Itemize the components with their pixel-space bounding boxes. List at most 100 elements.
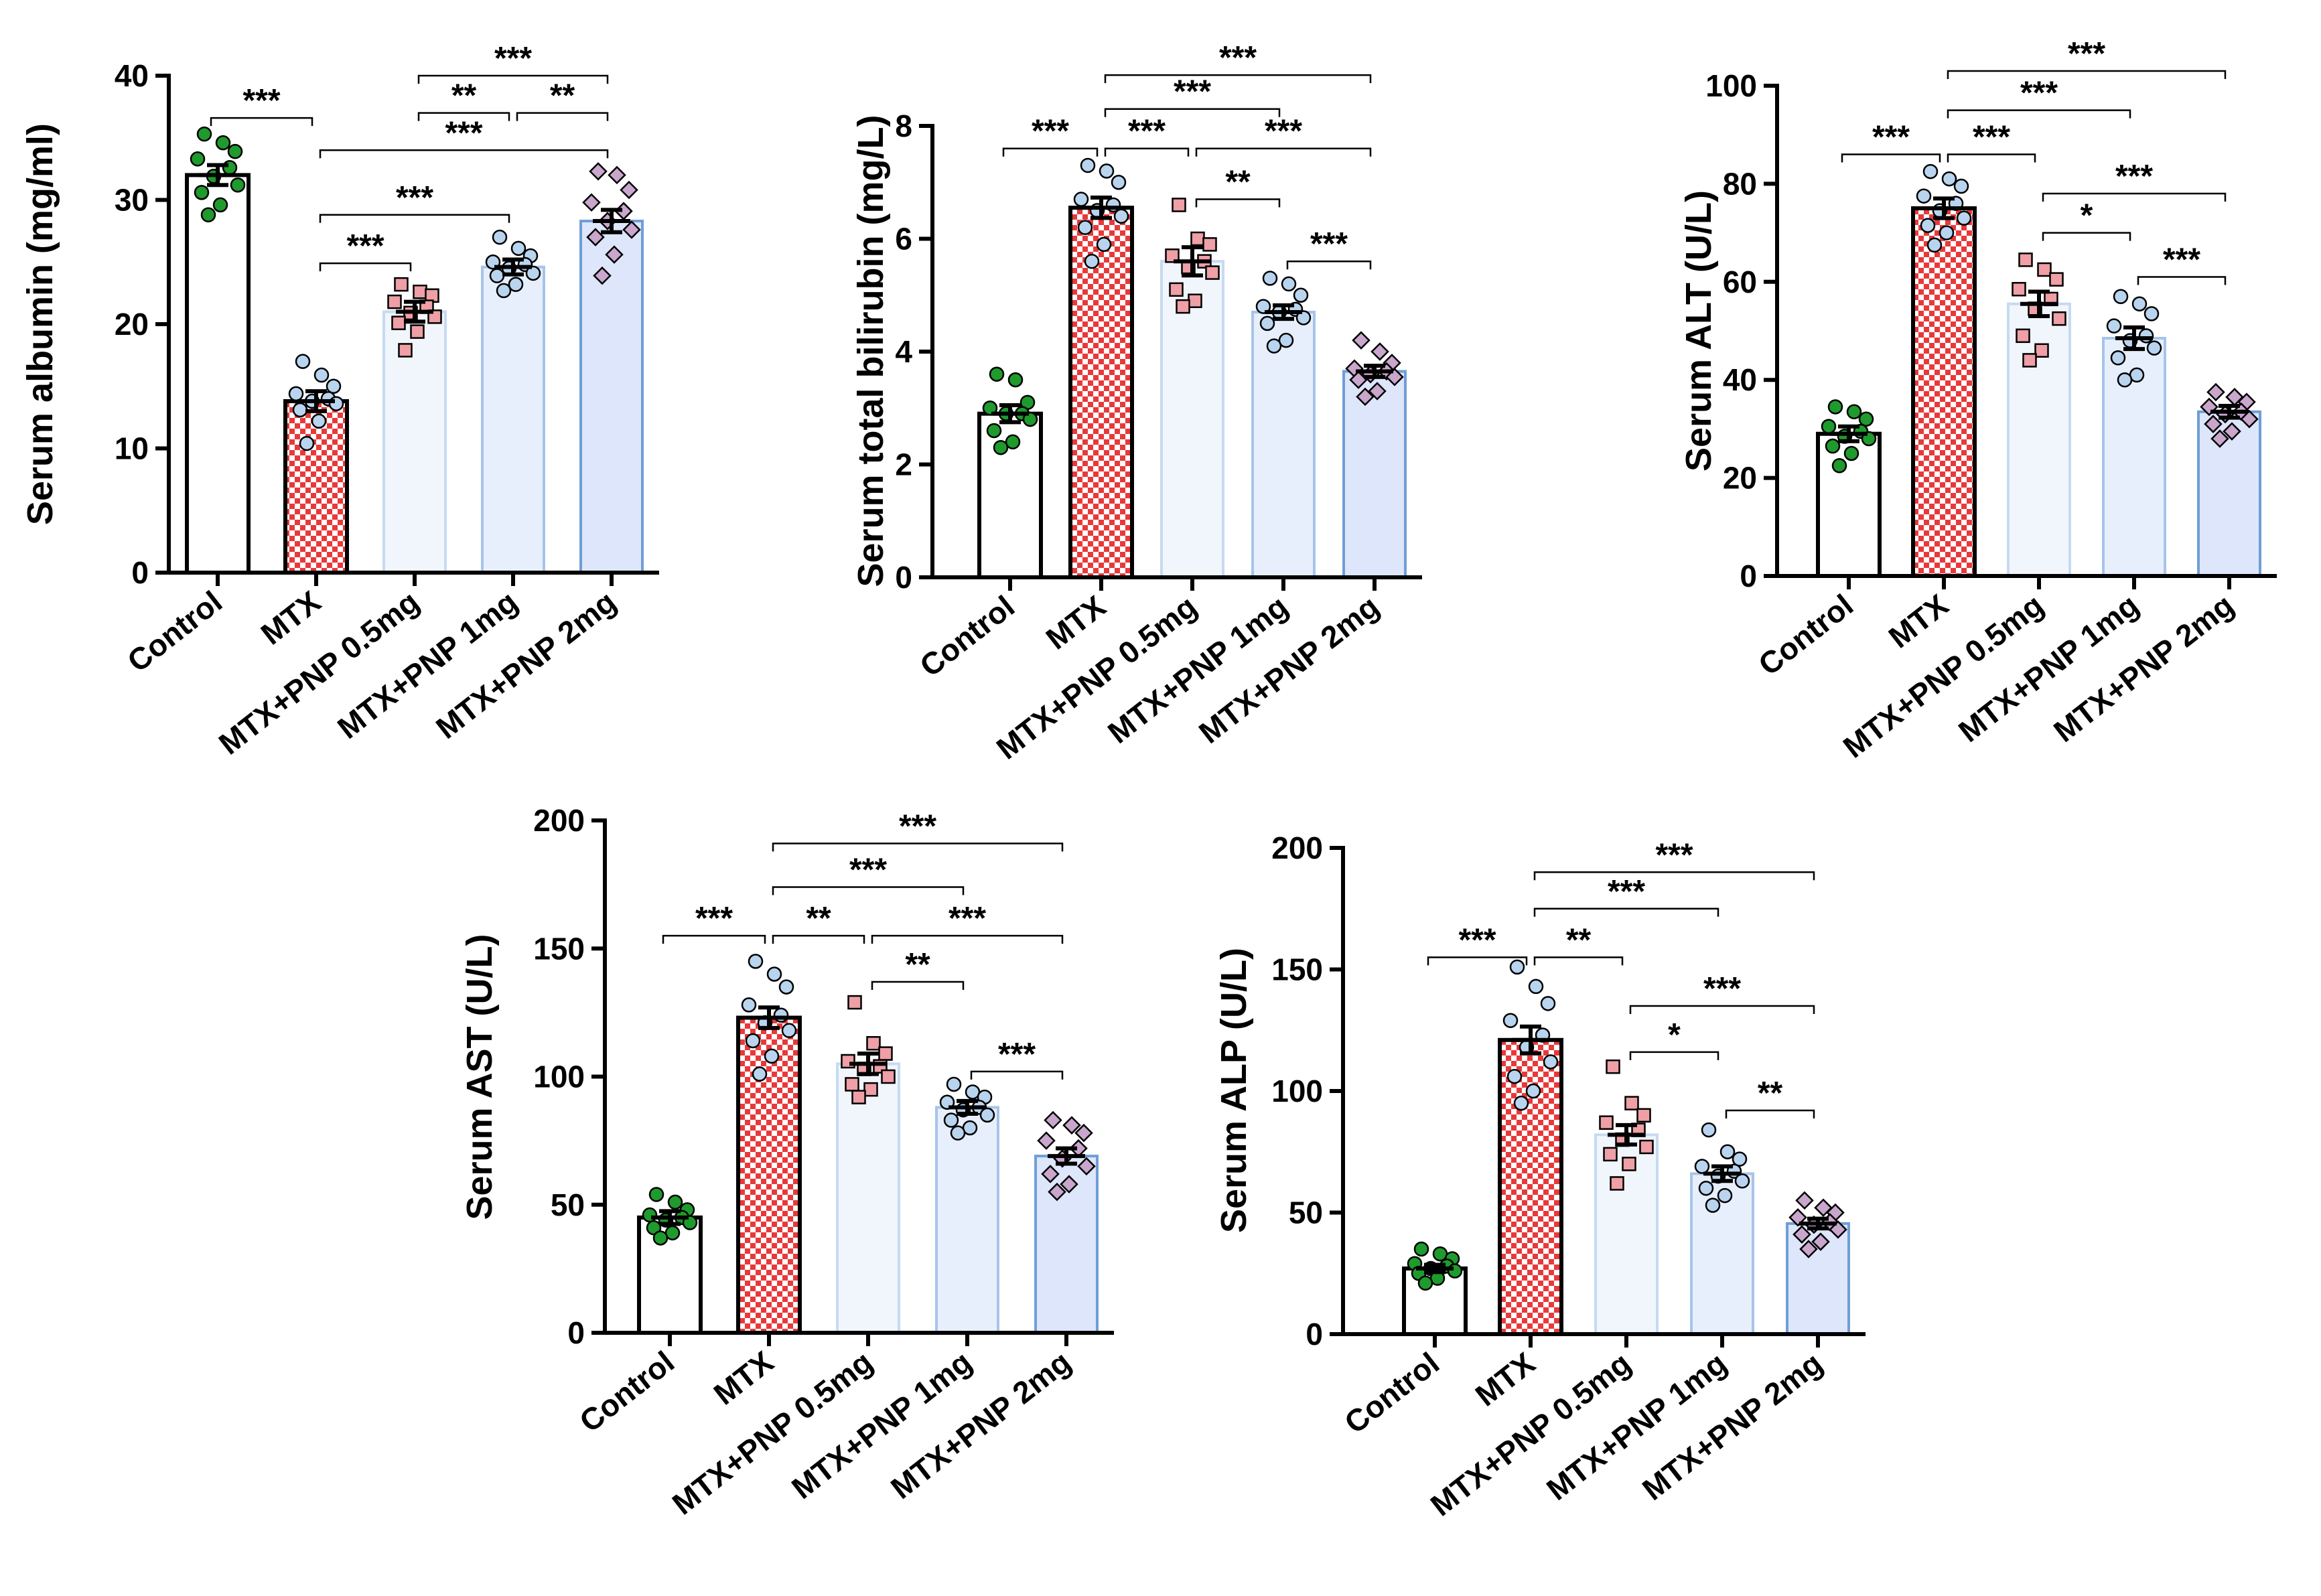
alp-point-pnp-05mg xyxy=(1599,1115,1614,1130)
ast-y-tick-label: 0 xyxy=(567,1315,585,1350)
alt-point-pnp-1mg xyxy=(2143,306,2160,321)
alt-y-tick-label: 100 xyxy=(1705,68,1757,103)
ast-point-mtx xyxy=(752,1066,768,1082)
alp-significance-bracket: *** xyxy=(1533,837,1815,881)
ast-significance-bracket: *** xyxy=(772,852,965,895)
bilirubin-category-label-mtx: MTX xyxy=(1040,589,1113,656)
bilirubin-point-control xyxy=(986,423,1002,439)
bilirubin-point-mtx xyxy=(1111,175,1127,190)
albumin-point-control xyxy=(212,197,228,213)
bilirubin-point-control xyxy=(1005,434,1021,450)
alp-significance-label: *** xyxy=(1608,874,1645,910)
alp-point-mtx xyxy=(1506,1068,1523,1084)
alt-point-pnp-05mg xyxy=(2037,262,2052,277)
ast-y-tick-label: 100 xyxy=(533,1060,585,1094)
ast-significance-bracket: ** xyxy=(772,901,865,944)
albumin-category-label-mtx: MTX xyxy=(255,584,328,652)
alp-significance-bracket: *** xyxy=(1427,922,1528,966)
albumin-significance-label: *** xyxy=(396,180,433,216)
alp-point-mtx xyxy=(1525,1083,1541,1099)
alt-point-control xyxy=(1825,438,1841,454)
bilirubin-point-mtx xyxy=(1099,163,1115,179)
albumin-point-pnp-1mg xyxy=(508,277,524,292)
ast-point-pnp-2mg xyxy=(1041,1165,1060,1183)
albumin-point-pnp-05mg xyxy=(413,285,427,299)
albumin-point-pnp-1mg xyxy=(510,240,526,257)
ast-significance-bracket: *** xyxy=(871,901,1064,944)
alt-point-pnp-05mg xyxy=(2012,282,2026,297)
albumin-category-label-pnp-2mg: MTX+PNP 2mg xyxy=(429,584,622,745)
alp-point-pnp-2mg xyxy=(1792,1225,1811,1244)
ast-point-pnp-2mg xyxy=(1077,1157,1096,1176)
alp-y-axis-title: Serum ALP (U/L) xyxy=(1214,948,1254,1233)
bilirubin-point-pnp-2mg xyxy=(1352,331,1370,350)
alp-significance-bracket: ** xyxy=(1533,922,1624,966)
albumin-significance-bracket: *** xyxy=(319,228,412,272)
albumin-point-pnp-2mg xyxy=(608,165,626,185)
alt-bar-mtx xyxy=(1911,206,1977,578)
albumin-point-pnp-1mg xyxy=(496,283,512,299)
bilirubin-point-pnp-1mg xyxy=(1266,338,1282,354)
ast-significance-label: *** xyxy=(849,852,887,887)
bilirubin-bar-pnp-05mg xyxy=(1160,260,1224,579)
bilirubin-point-pnp-05mg xyxy=(1172,198,1186,212)
ast-y-tick-label: 50 xyxy=(551,1187,585,1222)
alt-point-pnp-2mg xyxy=(2206,382,2225,402)
alt-point-control xyxy=(1858,411,1874,427)
alt-point-control xyxy=(1821,419,1837,434)
ast-point-pnp-2mg xyxy=(1060,1175,1078,1193)
alt-point-pnp-1mg xyxy=(2113,289,2129,305)
bilirubin-significance-label: *** xyxy=(1219,40,1257,76)
albumin-chart: Serum albumin (mg/ml) 0 10 20 30 40 Control MTX… xyxy=(20,41,659,761)
albumin-significance-label: *** xyxy=(242,83,280,119)
bilirubin-point-control xyxy=(989,366,1005,382)
ast-significance-bracket: ** xyxy=(871,947,965,990)
alp-point-mtx xyxy=(1509,959,1525,975)
ast-bar-pnp-1mg xyxy=(935,1106,999,1335)
alt-point-pnp-2mg xyxy=(2210,429,2229,448)
alp-errorbar-pnp-05mg xyxy=(1608,1122,1645,1147)
alp-y-tick-label: 0 xyxy=(1306,1317,1323,1352)
albumin-point-pnp-2mg xyxy=(586,228,605,246)
ast-point-pnp-2mg xyxy=(1044,1110,1062,1130)
bilirubin-significance-label: *** xyxy=(1128,114,1166,149)
alt-errorbar-control xyxy=(1830,424,1868,443)
bilirubin-y-tick-label: 2 xyxy=(895,447,912,482)
alp-y-tick-label: 200 xyxy=(1271,830,1323,865)
alt-point-pnp-2mg xyxy=(2204,415,2223,433)
bilirubin-point-mtx xyxy=(1077,220,1093,235)
albumin-point-pnp-2mg xyxy=(622,220,641,239)
ast-point-mtx xyxy=(781,1023,797,1038)
alp-bar-control xyxy=(1402,1266,1468,1336)
alt-errorbar-mtx xyxy=(1925,196,1963,220)
ast-significance-bracket: *** xyxy=(772,808,1064,852)
alt-point-pnp-2mg xyxy=(2223,422,2241,441)
bilirubin-point-pnp-05mg xyxy=(1190,231,1205,246)
albumin-point-mtx xyxy=(313,367,330,383)
bilirubin-point-mtx xyxy=(1084,253,1100,269)
alt-point-mtx xyxy=(1916,188,1932,204)
albumin-point-mtx xyxy=(326,378,342,394)
alt-point-mtx xyxy=(1920,218,1936,233)
albumin-significance-bracket: *** xyxy=(417,41,609,84)
ast-point-pnp-2mg xyxy=(1074,1123,1093,1143)
albumin-point-pnp-05mg xyxy=(394,277,409,292)
alt-y-tick-label: 60 xyxy=(1723,265,1757,299)
bilirubin-point-control xyxy=(982,401,998,416)
bilirubin-point-mtx xyxy=(1096,236,1112,252)
bilirubin-point-pnp-05mg xyxy=(1188,293,1202,308)
ast-errorbar-pnp-2mg xyxy=(1048,1146,1085,1166)
alp-significance-label: *** xyxy=(1458,922,1496,958)
bilirubin-point-pnp-05mg xyxy=(1165,248,1180,263)
alp-point-pnp-1mg xyxy=(1717,1187,1733,1204)
albumin-bar-pnp-1mg xyxy=(481,265,545,574)
albumin-significance-bracket: *** xyxy=(319,115,609,159)
alp-point-mtx xyxy=(1528,978,1544,995)
alt-errorbar-pnp-05mg xyxy=(2020,289,2058,319)
albumin-significance-label: *** xyxy=(494,41,532,76)
bilirubin-point-pnp-2mg xyxy=(1370,342,1389,361)
alt-y-axis-title: Serum ALT (U/L) xyxy=(1679,190,1719,471)
